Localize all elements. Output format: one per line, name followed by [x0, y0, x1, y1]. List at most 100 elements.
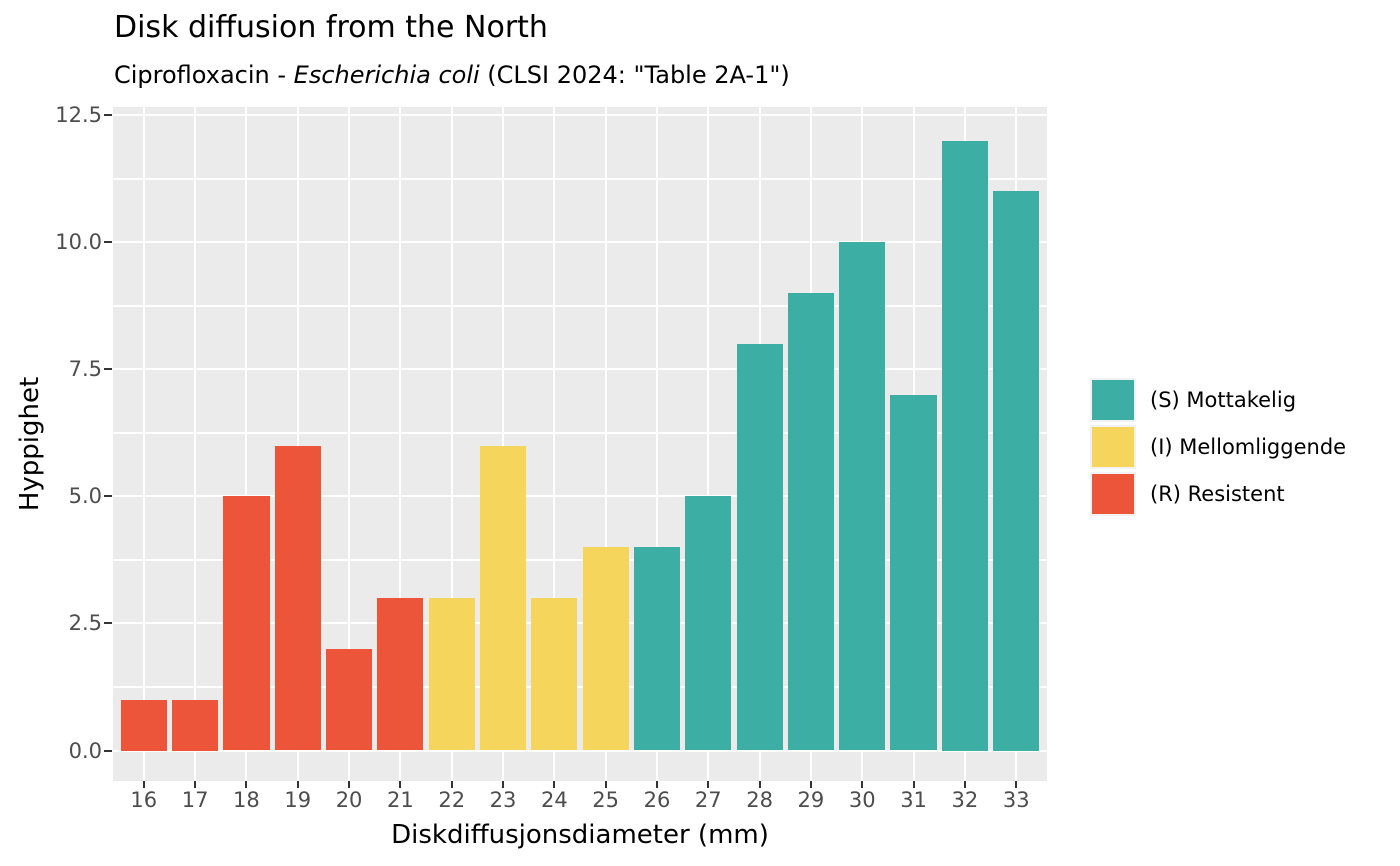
x-tick-label: 24	[540, 788, 568, 812]
gridline-major-x	[194, 107, 197, 781]
x-tick-mark	[348, 781, 351, 788]
x-tick-label: 27	[694, 788, 722, 812]
bar-30	[839, 242, 886, 751]
y-tick-mark	[104, 368, 112, 371]
x-tick-label: 33	[1002, 788, 1030, 812]
x-tick-mark	[296, 781, 299, 788]
gridline-major-y	[113, 368, 1047, 371]
legend-swatch-R	[1092, 474, 1134, 514]
x-tick-label: 16	[130, 788, 158, 812]
bar-16	[120, 699, 167, 751]
legend-label: (S) Mottakelig	[1150, 388, 1297, 412]
bar-31	[890, 394, 937, 751]
legend-label: (R) Resistent	[1150, 482, 1285, 506]
gridline-major-x	[707, 107, 710, 781]
x-tick-mark	[142, 781, 145, 788]
x-tick-mark	[758, 781, 761, 788]
bar-33	[993, 191, 1040, 751]
gridline-major-x	[502, 107, 505, 781]
bar-26	[633, 547, 681, 751]
legend-item-R: (R) Resistent	[1090, 472, 1346, 516]
x-tick-mark	[604, 781, 607, 788]
gridline-major-y	[113, 241, 1047, 244]
subtitle-prefix: Ciprofloxacin -	[114, 61, 294, 89]
bar-23	[479, 445, 527, 751]
gridline-major-x	[604, 107, 607, 781]
gridline-major-x	[296, 107, 299, 781]
x-tick-label: 32	[951, 788, 979, 812]
x-tick-mark	[553, 781, 556, 788]
bar-18	[223, 496, 270, 751]
gridline-major-x	[553, 107, 556, 781]
x-tick-label: 28	[746, 788, 773, 812]
x-tick-mark	[1015, 781, 1018, 788]
gridline-major-x	[348, 107, 351, 781]
x-tick-label: 18	[233, 788, 260, 812]
gridline-major-x	[450, 107, 453, 781]
legend-key	[1090, 425, 1136, 469]
gridline-minor-y	[113, 304, 1047, 307]
x-tick-mark	[502, 781, 505, 788]
y-tick-mark	[104, 495, 112, 498]
chart-subtitle: Ciprofloxacin - Escherichia coli (CLSI 2…	[114, 61, 790, 89]
subtitle-suffix: (CLSI 2024: "Table 2A-1")	[479, 61, 790, 89]
gridline-major-x	[245, 107, 248, 781]
y-tick-mark	[104, 622, 112, 625]
x-axis-title: Diskdiffusjonsdiameter (mm)	[391, 820, 769, 850]
subtitle-species-italic: Escherichia coli	[293, 61, 480, 89]
y-tick-label: 10.0	[55, 230, 102, 255]
y-tick-label: 2.5	[68, 611, 102, 636]
bar-24	[531, 598, 578, 751]
x-tick-label: 31	[900, 788, 927, 812]
x-tick-mark	[450, 781, 453, 788]
gridline-major-x	[399, 107, 402, 781]
legend-key	[1090, 378, 1136, 422]
x-tick-label: 23	[489, 788, 517, 812]
bar-32	[941, 140, 988, 751]
bar-20	[325, 648, 373, 751]
gridline-major-y	[113, 114, 1047, 117]
x-tick-mark	[245, 781, 248, 788]
x-tick-label: 22	[438, 788, 466, 812]
gridline-major-y	[113, 495, 1047, 498]
legend-key	[1090, 472, 1136, 516]
gridline-major-x	[655, 107, 658, 781]
bar-22	[428, 598, 475, 751]
bar-29	[787, 293, 834, 751]
gridline-major-y	[113, 749, 1047, 752]
gridline-minor-y	[113, 685, 1047, 688]
y-tick-label: 7.5	[68, 357, 102, 382]
bar-21	[377, 598, 424, 751]
gridline-minor-y	[113, 558, 1047, 561]
x-tick-label: 29	[797, 788, 825, 812]
gridline-major-x	[142, 107, 145, 781]
bar-27	[685, 496, 732, 751]
legend: (S) Mottakelig (I) Mellomliggende (R) Resi…	[1090, 378, 1346, 519]
y-tick-mark	[104, 114, 112, 117]
x-tick-label: 25	[592, 788, 620, 812]
bar-28	[736, 343, 783, 751]
x-tick-mark	[912, 781, 915, 788]
y-tick-mark	[104, 749, 112, 752]
y-tick-label: 12.5	[55, 103, 102, 128]
x-tick-mark	[194, 781, 197, 788]
x-tick-mark	[707, 781, 710, 788]
y-tick-label: 0.0	[68, 738, 102, 763]
x-tick-label: 19	[284, 788, 312, 812]
x-tick-label: 30	[848, 788, 876, 812]
y-tick-label: 5.0	[68, 484, 102, 509]
x-tick-mark	[861, 781, 864, 788]
chart-title: Disk diffusion from the North	[114, 10, 548, 45]
y-tick-mark	[104, 241, 112, 244]
gridline-major-y	[113, 622, 1047, 625]
x-tick-label: 17	[181, 788, 209, 812]
legend-item-I: (I) Mellomliggende	[1090, 425, 1346, 469]
bar-17	[172, 699, 219, 751]
plot-panel	[113, 107, 1047, 781]
x-tick-mark	[655, 781, 658, 788]
x-tick-label: 20	[335, 788, 363, 812]
x-tick-label: 21	[387, 788, 414, 812]
bar-25	[582, 547, 629, 751]
x-tick-mark	[809, 781, 812, 788]
